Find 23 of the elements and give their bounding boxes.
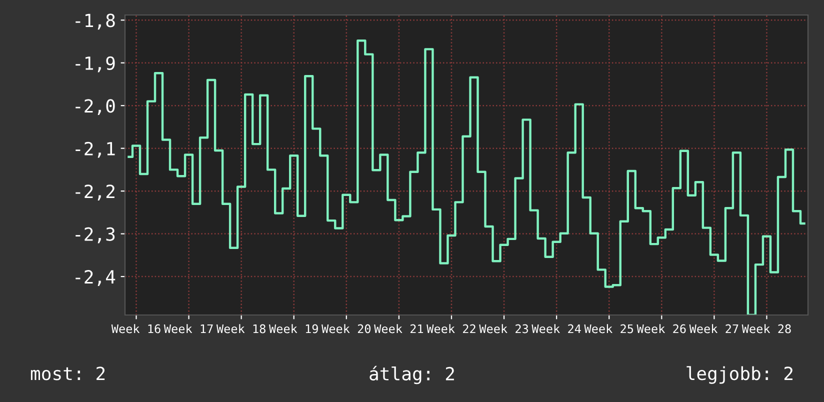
- x-tick-label: Week 16: [111, 324, 160, 334]
- y-tick-label: -2,2: [76, 184, 114, 201]
- y-tick-label: -1,8: [76, 14, 115, 30]
- y-tick-label: -2,0: [76, 99, 115, 116]
- x-tick-label: Week 27: [689, 324, 738, 334]
- x-tick-label: Week 17: [164, 324, 213, 334]
- x-tick-label: Week 23: [479, 324, 528, 334]
- x-tick-label: Week 24: [532, 324, 581, 334]
- x-tick-label: Week 18: [216, 324, 266, 334]
- y-tick-label: -2,1: [76, 142, 115, 158]
- x-tick-label: Week 21: [374, 324, 424, 334]
- x-tick-label: Week 28: [742, 324, 791, 334]
- x-tick-label: Week 20: [322, 324, 371, 334]
- text: átlag: 2: [370, 366, 454, 384]
- x-tick-label: Week 19: [269, 324, 318, 334]
- text: legjobb: 2: [686, 366, 792, 384]
- y-tick-label: -2,4: [76, 270, 116, 286]
- x-tick-label: Week 22: [426, 324, 476, 334]
- text: most: 2: [30, 366, 105, 380]
- y-tick-label: -2,3: [76, 227, 115, 244]
- x-tick-label: Week 26: [636, 324, 686, 334]
- x-tick-label: Week 25: [584, 324, 634, 334]
- y-tick-label: -1,9: [76, 56, 115, 72]
